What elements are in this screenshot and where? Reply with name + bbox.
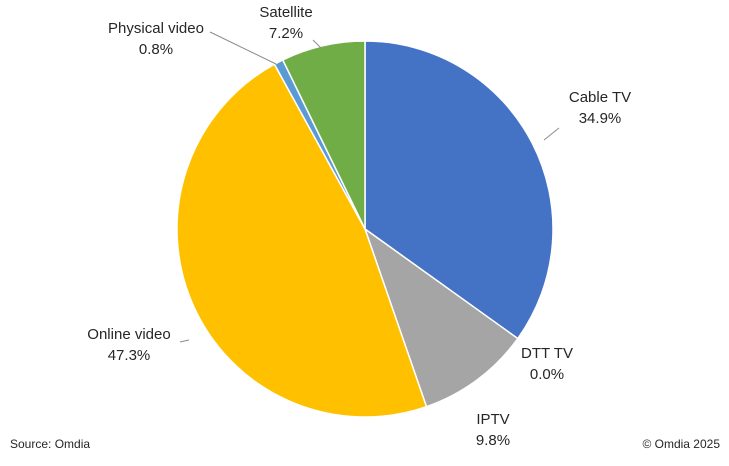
slice-name-satellite: Satellite xyxy=(259,4,312,21)
pie-slice-iptv xyxy=(363,227,519,408)
slice-value-dtt-tv: 0.0% xyxy=(530,366,564,383)
slice-name-cable-tv: Cable TV xyxy=(569,89,631,106)
slice-value-physical-video: 0.8% xyxy=(139,41,173,58)
slice-value-online-video: 47.3% xyxy=(108,347,151,364)
leader-line-cable-tv xyxy=(543,127,560,141)
leader-line-physical-video xyxy=(209,31,277,65)
slice-value-satellite: 7.2% xyxy=(269,25,303,42)
slice-name-online-video: Online video xyxy=(87,326,170,343)
pie-slice-satellite xyxy=(281,40,366,230)
leader-lines xyxy=(179,31,560,343)
slice-value-iptv: 9.8% xyxy=(476,432,510,449)
source-note: Source: Omdia xyxy=(10,437,91,451)
leader-line-satellite xyxy=(312,39,322,49)
slice-labels: Cable TV 34.9% DTT TV 0.0% IPTV 9.8% Online vi… xyxy=(87,4,631,449)
pie-slice-cable-tv xyxy=(364,40,554,340)
slice-name-physical-video: Physical video xyxy=(108,20,204,37)
copyright-note: © Omdia 2025 xyxy=(642,437,720,451)
slice-name-dtt-tv: DTT TV xyxy=(521,345,573,362)
pie-slices xyxy=(176,40,554,418)
leader-line-online-video xyxy=(179,339,190,343)
pie-slice-online-video xyxy=(176,63,428,418)
slice-name-iptv: IPTV xyxy=(476,411,509,428)
slice-value-cable-tv: 34.9% xyxy=(579,110,622,127)
